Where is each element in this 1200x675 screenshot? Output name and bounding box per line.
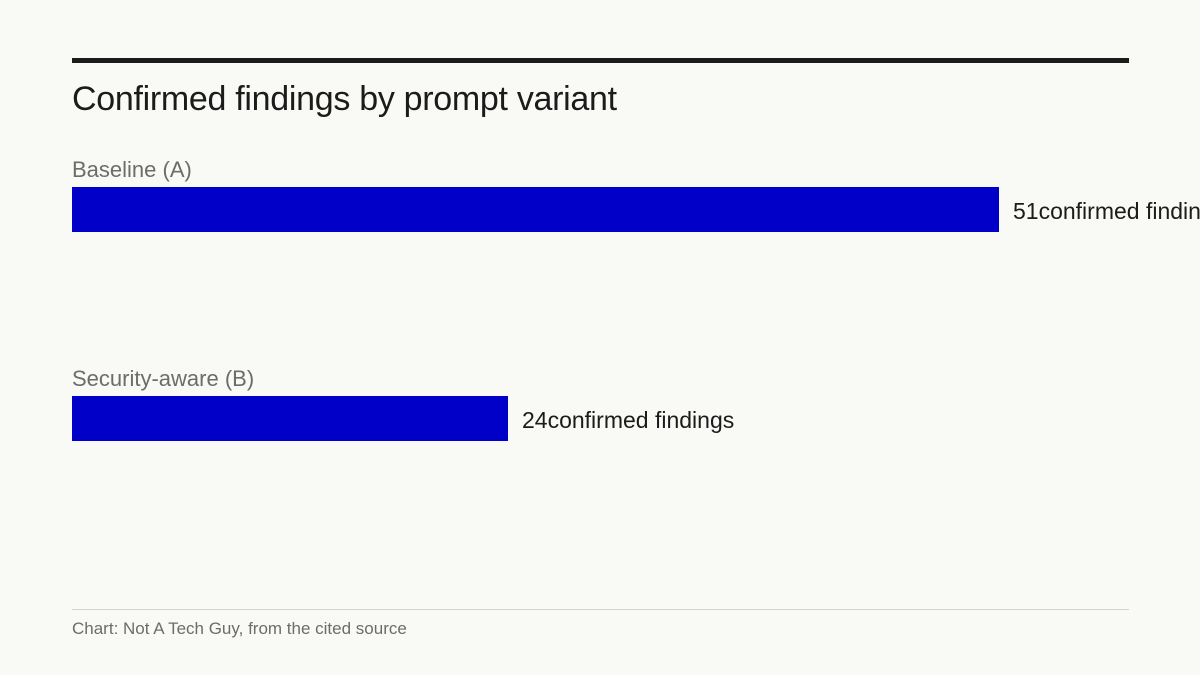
bar: [72, 396, 508, 441]
bar: [72, 187, 999, 232]
value-label: 51confirmed findings: [1013, 198, 1200, 224]
chart-title: Confirmed findings by prompt variant: [72, 80, 617, 118]
category-label: Security-aware (B): [72, 366, 255, 391]
value-label: 24confirmed findings: [522, 407, 735, 433]
bar-row: Baseline (A) 51confirmed findings: [72, 157, 1200, 237]
top-rule: [72, 58, 1129, 63]
category-label: Baseline (A): [72, 157, 192, 182]
bottom-rule: [72, 609, 1129, 610]
source-note: Chart: Not A Tech Guy, from the cited so…: [72, 619, 407, 638]
bar-row: Security-aware (B) 24confirmed findings: [72, 366, 1200, 446]
